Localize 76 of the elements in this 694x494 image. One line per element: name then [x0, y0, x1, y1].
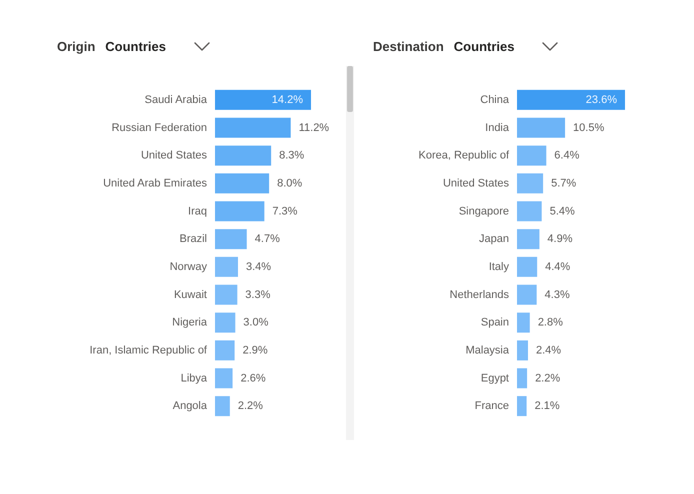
- y-tick-label: Korea, Republic of: [418, 150, 510, 162]
- y-tick-label: Italy: [488, 260, 510, 273]
- y-tick-label: Russian Federation: [112, 122, 207, 134]
- data-label: 5.7%: [551, 177, 576, 190]
- y-tick-label: United States: [140, 150, 208, 162]
- data-label: 2.9%: [242, 344, 268, 356]
- data-label: 11.2%: [298, 122, 330, 134]
- y-tick-label: United States: [442, 177, 510, 190]
- data-label: 6.4%: [554, 150, 580, 162]
- y-tick-label: India: [485, 122, 510, 134]
- chart-subtitle: Countries: [454, 39, 514, 54]
- text: Destination: [373, 39, 444, 54]
- data-label: 4.7%: [254, 233, 280, 246]
- bar: [215, 146, 272, 166]
- y-tick-label: Nigeria: [172, 316, 208, 329]
- y-tick-label: France: [474, 400, 509, 412]
- y-tick-label: Brazil: [179, 233, 207, 246]
- y-tick-label: Norway: [170, 260, 208, 273]
- data-label: 4.9%: [547, 233, 573, 246]
- bar: [517, 312, 530, 333]
- y-tick-label: Japan: [479, 233, 509, 246]
- y-tick-label: Malaysia: [466, 344, 510, 356]
- bar: [517, 368, 528, 388]
- bar: [517, 90, 625, 110]
- bar: [215, 201, 264, 222]
- y-tick-label: Saudi Arabia: [144, 94, 208, 106]
- data-label: 3.4%: [246, 260, 272, 273]
- y-tick-label: Angola: [172, 400, 208, 412]
- data-label: 3.0%: [243, 316, 269, 329]
- bar: [215, 118, 291, 138]
- y-tick-label: Kuwait: [174, 288, 207, 301]
- data-label: 2.2%: [238, 400, 264, 412]
- bar: [215, 256, 238, 277]
- bar: [517, 340, 528, 360]
- bar: [215, 312, 236, 333]
- y-tick-label: Iran, Islamic Republic of: [90, 344, 208, 356]
- data-label: 2.1%: [534, 400, 560, 412]
- bar: [517, 284, 537, 305]
- bar: [517, 229, 540, 250]
- data-label: 10.5%: [573, 122, 604, 134]
- bar: [215, 229, 247, 250]
- y-tick-label: Singapore: [458, 205, 509, 218]
- data-label: 23.6%: [586, 94, 618, 106]
- data-label: 2.4%: [536, 344, 562, 356]
- data-label: 3.3%: [245, 288, 271, 301]
- y-tick-label: Iraq: [188, 205, 207, 218]
- y-tick-label: United Arab Emirates: [103, 177, 208, 190]
- data-label: 2.2%: [535, 372, 560, 384]
- data-label: 2.8%: [538, 316, 564, 329]
- bar: [517, 396, 527, 416]
- text: Origin: [57, 39, 96, 54]
- bar: [517, 256, 538, 277]
- data-label: 14.2%: [272, 94, 304, 106]
- y-tick-label: Spain: [480, 316, 509, 329]
- bar: [517, 118, 566, 138]
- y-tick-label: Libya: [180, 372, 208, 384]
- bar: [517, 201, 542, 222]
- bar: [215, 368, 233, 388]
- y-tick-label: China: [480, 94, 510, 106]
- chart-subtitle: Countries: [105, 39, 166, 54]
- data-label: 4.3%: [544, 288, 570, 301]
- y-tick-label: Netherlands: [450, 288, 510, 301]
- bar: [517, 173, 544, 194]
- bar: [517, 146, 546, 166]
- bar: [215, 173, 270, 194]
- data-label: 2.6%: [240, 372, 266, 384]
- data-label: 8.3%: [279, 150, 304, 162]
- data-label: 4.4%: [545, 260, 570, 273]
- bar: [215, 284, 238, 305]
- y-tick-label: Egypt: [480, 372, 509, 384]
- data-label: 7.3%: [272, 205, 298, 218]
- bar: [215, 90, 311, 110]
- bar: [215, 396, 230, 416]
- data-label: 5.4%: [550, 205, 576, 218]
- bar: [215, 340, 235, 360]
- data-label: 8.0%: [277, 177, 302, 190]
